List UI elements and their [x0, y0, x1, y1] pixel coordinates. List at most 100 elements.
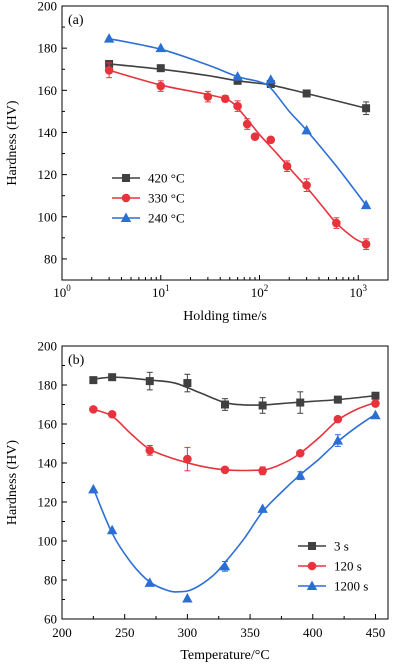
data-point [266, 135, 276, 145]
data-point [182, 593, 193, 603]
series-0 [89, 371, 380, 414]
x-tick-label: 250 [115, 625, 135, 640]
data-point [145, 377, 154, 386]
data-point [233, 76, 242, 85]
data-point [221, 400, 229, 409]
x-tick-label: 400 [303, 625, 323, 640]
legend-marker [122, 174, 130, 182]
data-point [258, 401, 267, 410]
series-line [93, 376, 376, 406]
data-point [232, 71, 243, 81]
series-2 [88, 409, 381, 603]
x-tick-exponent: 2 [264, 283, 269, 293]
series-1 [89, 399, 380, 476]
y-tick-label: 180 [38, 378, 58, 393]
series-line [93, 401, 376, 472]
data-point [155, 42, 166, 53]
data-point [333, 395, 342, 404]
x-tick-label: 102 [251, 283, 269, 300]
data-point [265, 74, 276, 84]
x-tick-label: 350 [240, 625, 260, 640]
legend-marker [120, 212, 132, 222]
x-tick-label: 103 [350, 283, 368, 300]
x-axis-title: Holding time/s [183, 309, 267, 324]
data-point [295, 448, 305, 458]
x-tick-label: 200 [52, 625, 72, 640]
data-point [371, 399, 380, 408]
y-tick-label: 60 [44, 612, 57, 627]
data-point [296, 398, 305, 407]
y-tick-label: 200 [38, 339, 58, 354]
data-point [220, 465, 230, 475]
series-1 [104, 62, 371, 250]
data-point [250, 132, 260, 141]
panel-label: (a) [68, 13, 84, 28]
y-tick-label: 200 [38, 0, 58, 14]
legend-label: 330 °C [148, 191, 185, 206]
y-tick-label: 100 [38, 534, 58, 549]
legend-marker [121, 193, 131, 203]
plot-frame [61, 5, 389, 281]
x-tick-exponent: 0 [66, 283, 71, 293]
data-point [371, 391, 380, 400]
chart-panel-b: 60 80 100 120 140 160 180 200 200 250 300 350 400 450… [5, 339, 389, 663]
data-point [282, 161, 292, 171]
y-tick-label: 140 [38, 125, 58, 140]
data-point [220, 94, 230, 104]
data-point [106, 524, 118, 535]
x-tick-label: 101 [152, 283, 170, 300]
data-point [89, 376, 98, 385]
data-point [107, 409, 117, 419]
x-tick-base: 10 [251, 285, 264, 300]
y-tick-label: 80 [44, 573, 57, 588]
data-point [203, 92, 213, 101]
data-point [257, 503, 268, 513]
x-tick-label: 100 [53, 283, 71, 300]
data-point [333, 414, 343, 424]
y-tick-label: 100 [38, 209, 58, 224]
x-tick-exponent: 1 [165, 283, 170, 293]
data-point [156, 81, 166, 91]
data-point [89, 405, 98, 414]
y-tick-label: 120 [38, 495, 58, 510]
data-point [258, 466, 267, 476]
data-point [332, 218, 341, 228]
data-point [104, 65, 114, 75]
y-tick-label: 120 [38, 167, 58, 182]
data-point [302, 180, 311, 190]
legend: 3 s 120 s 1200 s [298, 539, 368, 594]
data-point [103, 33, 115, 43]
data-point [183, 454, 192, 464]
y-tick-label: 160 [38, 417, 58, 432]
legend-label: 240 °C [148, 211, 185, 226]
legend-label: 420 °C [148, 171, 185, 186]
data-point [156, 64, 165, 73]
data-point [183, 379, 192, 388]
data-point [362, 104, 371, 113]
legend-marker [306, 580, 318, 590]
data-point [144, 577, 155, 587]
series-2 [103, 33, 372, 210]
data-point [266, 79, 275, 88]
x-tick-label: 450 [366, 625, 386, 640]
data-point [360, 199, 372, 210]
data-point [295, 470, 306, 480]
y-axis-title: Hardness (HV) [5, 100, 20, 185]
data-point [88, 483, 99, 494]
x-axis-title: Temperature/°C [180, 648, 269, 663]
legend-marker [307, 561, 317, 571]
data-point [370, 409, 381, 420]
x-tick-exponent: 3 [363, 283, 368, 293]
x-tick-label: 300 [178, 625, 198, 640]
y-axis-title: Hardness (HV) [5, 440, 20, 525]
legend-label: 1200 s [334, 579, 368, 594]
y-tick-label: 80 [44, 251, 57, 266]
data-point [361, 239, 371, 249]
data-point [145, 446, 155, 455]
x-tick-base: 10 [350, 285, 363, 300]
series-line [108, 37, 367, 206]
y-tick-label: 180 [38, 41, 58, 56]
y-tick-label: 160 [38, 83, 58, 98]
